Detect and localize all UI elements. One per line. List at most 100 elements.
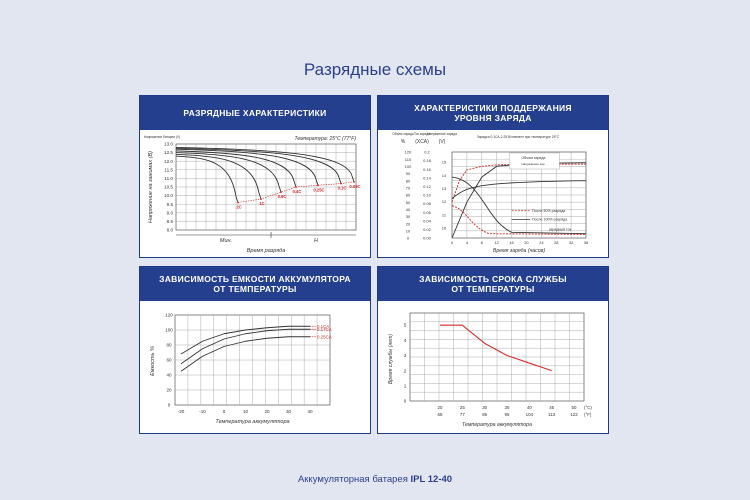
capacity-curve [180, 328, 310, 365]
discharge-y-tick: 13.0 [164, 142, 173, 147]
life-x-tick-c: 35 [505, 405, 510, 410]
life-panel: ЗАВИСИМОСТЬ СРОКА СЛУЖБЫ ОТ ТЕМПЕРАТУРЫ 5… [377, 266, 609, 434]
charge-col3-label: Напряжение заряда [427, 132, 457, 136]
charge-y2-tick: 0.08 [423, 201, 432, 206]
capacity-y-tick: 60 [166, 358, 172, 363]
life-x-tick-f: 68 [438, 412, 443, 417]
charge-y2-tick: 0.14 [423, 175, 432, 180]
charge-legend-sub: Напряжение зар. [522, 162, 546, 166]
discharge-curve [175, 155, 239, 203]
charge-x-tick: 36 [584, 240, 589, 245]
capacity-y-label: Емкость % [150, 346, 156, 376]
discharge-curve-label: 0.25C [313, 187, 324, 192]
discharge-chart: 13.0 12.5 12.0 11.5 11.0 10.5 10.0 9.5 9.0 8.5 8.0… [144, 135, 361, 254]
capacity-x-tick: -10 [199, 409, 206, 414]
life-x-tick-c: 20 [438, 405, 443, 410]
charge-y1-tick: 90 [406, 171, 411, 176]
charge-col1-label: Объем заряда [392, 132, 414, 136]
discharge-y-tick: 10.0 [164, 193, 173, 198]
life-x-label: Температура аккумулятора [462, 422, 532, 428]
capacity-curve-label: 0.17CA [317, 327, 332, 332]
charge-panel-title-line1: ХАРАКТЕРИСТИКИ ПОДДЕРЖАНИЯ [414, 103, 572, 113]
life-x-tick-c: 30 [482, 405, 487, 410]
life-y-tick: 5 [404, 323, 407, 328]
discharge-x-min-label: Мин. [220, 238, 232, 244]
discharge-panel: РАЗРЯДНЫЕ ХАРАКТЕРИСТИКИ 13.0 12.5 12.0 11.… [139, 95, 371, 258]
charge-y1-tick: 70 [406, 185, 411, 190]
charge-x-tick: 4 [466, 240, 469, 245]
footer-prefix: Аккумуляторная батарея [297, 474, 408, 485]
charge-y1-tick: 40 [406, 207, 411, 212]
charge-panel-title-line2: УРОВНЯ ЗАРЯДА [454, 113, 532, 123]
charge-y1-tick: 20 [406, 221, 411, 226]
charge-y2-tick: 0.00 [423, 236, 432, 241]
life-y-label: Время службы (лет) [388, 334, 394, 385]
discharge-y-tick: 9.0 [167, 210, 174, 215]
charge-x-tick: 8 [481, 240, 484, 245]
charge-y1-tick: 100 [405, 164, 412, 169]
capacity-curve-label: 0.25CA [317, 334, 332, 339]
charge-note: Зарядка 0.1CA-2.25 В/элемент при темпера… [477, 135, 560, 139]
discharge-curve-label: 0.6C [278, 194, 287, 199]
charge-col3-unit: (V) [439, 139, 446, 145]
capacity-x-label: Температура аккумулятора [215, 419, 289, 425]
charge-y1-tick: 0 [407, 236, 410, 241]
life-x-tick-c: 50 [572, 405, 577, 410]
charge-col1-unit: % [401, 139, 406, 145]
charge-y1-tick: 50 [406, 200, 411, 205]
charge-x-tick: 12 [494, 240, 499, 245]
life-x-unit-c: (°C) [584, 405, 592, 410]
charge-legend-box [509, 152, 560, 170]
discharge-y-tick: 11.5 [164, 167, 173, 172]
capacity-x-tick: -20 [178, 409, 185, 414]
life-x-tick-f: 95 [505, 412, 510, 417]
page-title: Разрядные схемы [303, 60, 447, 79]
discharge-y-tick: 12.5 [164, 150, 173, 155]
discharge-end-point [353, 180, 355, 183]
capacity-chart: 120 100 80 60 40 20 0 -20 -10 0 10 20 30 40 Емкость % Т… [150, 313, 332, 425]
discharge-curve [175, 153, 262, 200]
charge-panel: ХАРАКТЕРИСТИКИ ПОДДЕРЖАНИЯ УРОВНЯ ЗАРЯДА … [377, 95, 609, 258]
charge-current-curve [451, 176, 587, 235]
life-x-tick-c: 45 [549, 405, 554, 410]
charge-current-curve [451, 205, 587, 235]
discharge-panel-title: РАЗРЯДНЫЕ ХАРАКТЕРИСТИКИ [183, 108, 327, 118]
discharge-y-label: Напряжение на зажимах (В) [148, 151, 154, 223]
discharge-y-tick: 8.5 [167, 219, 174, 224]
discharge-y-tick: 12.0 [164, 159, 173, 164]
charge-capacity-curve [451, 163, 586, 203]
charge-col2-label: Ток заряда [414, 132, 430, 136]
capacity-curve [180, 325, 310, 355]
discharge-curve [175, 146, 355, 182]
life-x-tick-f: 113 [548, 412, 556, 417]
charge-legend-item: После 100% разряда [532, 218, 567, 222]
discharge-curve [175, 147, 342, 184]
life-x-tick-c: 40 [527, 405, 532, 410]
capacity-panel-title-line1: ЗАВИСИМОСТЬ ЕМКОСТИ АККУМУЛЯТОРА [159, 274, 351, 284]
charge-y1-tick: 110 [405, 157, 412, 162]
charge-y3-tick: 13 [442, 186, 447, 191]
capacity-x-tick: 0 [223, 409, 226, 414]
charge-y2-tick: 0.02 [423, 227, 432, 232]
life-y-tick: 4 [404, 338, 407, 343]
charge-legend-item: Объем заряда [521, 156, 545, 160]
life-x-tick-f: 77 [460, 412, 465, 417]
capacity-curve-label: 0.1CA [317, 324, 329, 329]
discharge-end-point [237, 201, 239, 204]
discharge-curve-label: 0.1C [338, 186, 347, 191]
charge-y2-tick: 0.10 [423, 193, 432, 198]
discharge-y-tick: 11.0 [164, 176, 173, 181]
charge-panel-header: ХАРАКТЕРИСТИКИ ПОДДЕРЖАНИЯ УРОВНЯ ЗАРЯДА [378, 96, 608, 130]
charge-y2-tick: 0.12 [423, 184, 432, 189]
discharge-end-trace [237, 181, 355, 203]
charge-y2-tick: 0.16 [423, 167, 432, 172]
charge-x-tick: 28 [554, 240, 559, 245]
capacity-x-tick: 20 [264, 409, 270, 414]
capacity-y-tick: 0 [168, 403, 171, 408]
capacity-panel-header: ЗАВИСИМОСТЬ ЕМКОСТИ АККУМУЛЯТОРА ОТ ТЕМПЕ… [140, 267, 370, 301]
capacity-curve [180, 336, 310, 372]
life-x-tick-f: 122 [570, 412, 578, 417]
charge-y1-tick: 10 [406, 228, 411, 233]
charge-y3-tick: 12 [442, 199, 447, 204]
charge-y3-tick: 11 [442, 212, 447, 217]
